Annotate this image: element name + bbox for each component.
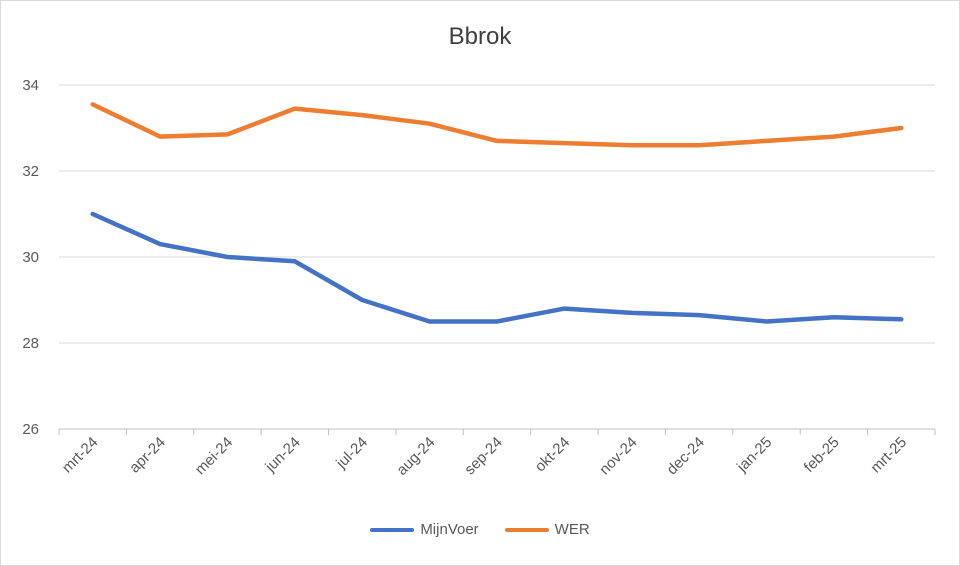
x-tick-label: dec-24 [664, 434, 708, 478]
legend-item: WER [504, 521, 590, 538]
legend-swatch [370, 527, 415, 532]
series-line-wer [90, 102, 904, 148]
x-tick-label: jan-25 [733, 434, 775, 476]
x-tick-label: sep-24 [461, 434, 505, 478]
legend-item: MijnVoer [370, 521, 479, 538]
x-tick-label: nov-24 [596, 434, 640, 478]
legend-label: WER [554, 521, 590, 538]
tick-labels: 26 28 30 32 34 mrt-24 apr-24 mei-24 jun-24 jul-24… [22, 77, 910, 479]
x-tick-label: jun-24 [261, 434, 303, 476]
legend-swatch [504, 527, 549, 532]
x-tick-label: jul-24 [332, 434, 371, 473]
y-tick-label: 32 [22, 163, 39, 180]
y-tick-label: 28 [22, 335, 39, 352]
x-tick-label: apr-24 [126, 434, 169, 477]
x-tick-label: mrt-25 [867, 434, 910, 477]
y-tick-label: 26 [22, 421, 39, 438]
y-tick-label: 30 [22, 249, 39, 266]
x-tick-label: mrt-24 [59, 434, 102, 477]
x-tick-label: mei-24 [192, 434, 236, 478]
series-line-mijnvoer [90, 211, 904, 324]
x-tick-label: okt-24 [532, 434, 574, 476]
chart-title: Bbrok [448, 23, 512, 50]
legend-label: MijnVoer [420, 521, 479, 538]
legend: MijnVoer WER [1, 521, 959, 538]
axes [58, 428, 936, 435]
y-tick-label: 34 [22, 77, 39, 94]
series-lines [90, 102, 904, 324]
x-tick-label: feb-25 [801, 434, 843, 476]
x-tick-label: aug-24 [393, 434, 438, 479]
grid-lines [59, 84, 935, 344]
